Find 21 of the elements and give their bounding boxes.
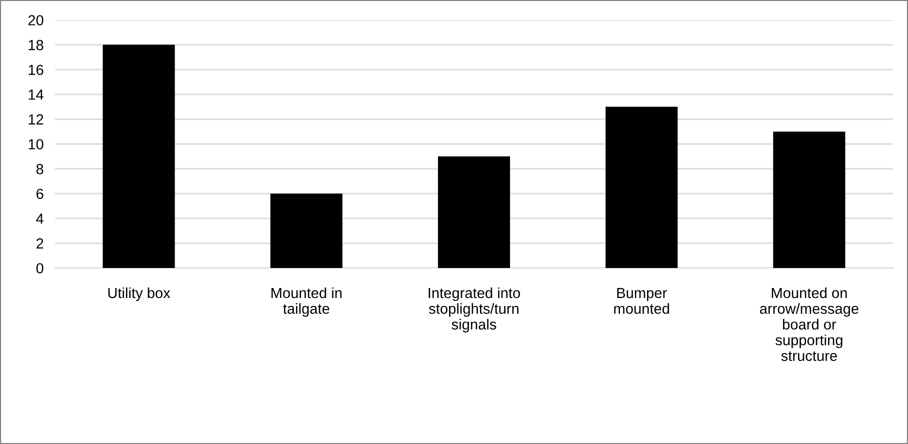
y-tick-label: 4 — [36, 214, 44, 224]
x-tick-label: Integrated into stoplights/turn signals — [428, 287, 520, 332]
bar — [438, 156, 510, 268]
y-tick-label: 6 — [36, 188, 44, 200]
y-tick-label: 2 — [36, 238, 44, 248]
bar — [606, 106, 678, 268]
y-tick-label: 14 — [28, 90, 44, 100]
bar — [102, 44, 175, 268]
y-tick-label: 12 — [28, 114, 44, 124]
y-tick-label: 18 — [28, 40, 44, 50]
y-tick-label: 16 — [28, 64, 44, 76]
x-tick-label: Bumper mounted — [614, 288, 670, 314]
x-tick-label: Utility box — [108, 287, 170, 302]
y-tick-label: 8 — [36, 164, 44, 174]
y-tick-label: 0 — [36, 263, 44, 274]
x-tick-label: Mounted in tailgate — [272, 287, 342, 317]
x-tick-label: Mounted on arrow/message board or supporting structure — [760, 287, 858, 361]
y-tick-label: 20 — [28, 15, 44, 26]
bar — [773, 132, 846, 268]
y-tick-label: 10 — [28, 139, 44, 150]
bar — [270, 194, 342, 268]
